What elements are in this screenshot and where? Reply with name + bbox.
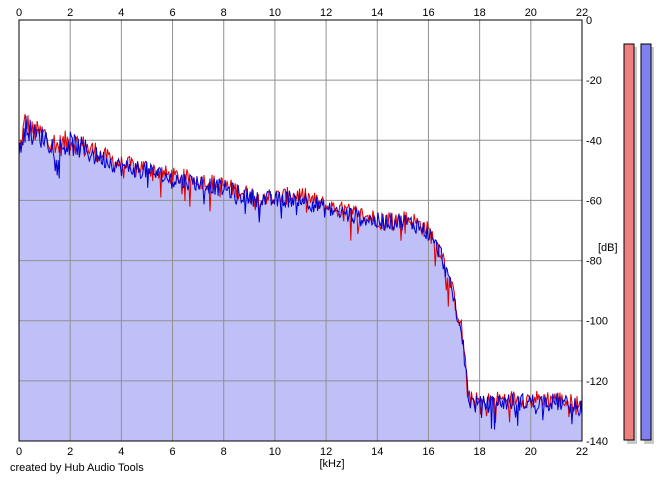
x-tick-label-top: 20 xyxy=(525,7,537,19)
x-tick-label-bottom: 2 xyxy=(67,446,73,458)
x-tick-label-top: 22 xyxy=(576,7,588,19)
x-tick-label-top: 10 xyxy=(269,7,281,19)
x-tick-label-bottom: 8 xyxy=(221,446,227,458)
y-tick-label: -20 xyxy=(586,75,602,87)
x-tick-label-top: 0 xyxy=(16,7,22,19)
x-tick-label-bottom: 4 xyxy=(118,446,124,458)
x-ticks-bottom: 0 2 4 6 8 10 12 14 16 18 20 22 xyxy=(16,446,588,458)
x-tick-label-bottom: 0 xyxy=(16,446,22,458)
spectrum-fill-layer xyxy=(19,114,582,441)
x-tick-label-bottom: 14 xyxy=(371,446,383,458)
x-tick-label-top: 2 xyxy=(67,7,73,19)
x-tick-label-top: 4 xyxy=(118,7,124,19)
y-tick-label: -80 xyxy=(586,256,602,268)
spectrum-fill-area xyxy=(19,114,582,441)
x-tick-label-top: 16 xyxy=(422,7,434,19)
y-tick-label: -40 xyxy=(586,135,602,147)
series-line-blue xyxy=(18,116,583,430)
level-meters xyxy=(623,43,654,444)
meter-left xyxy=(623,43,635,441)
y-axis-label: [dB] xyxy=(598,242,618,254)
x-tick-label-bottom: 6 xyxy=(169,446,175,458)
x-tick-label-top: 14 xyxy=(371,7,383,19)
y-tick-label: -100 xyxy=(586,316,608,328)
x-tick-label-top: 12 xyxy=(320,7,332,19)
plot-frame xyxy=(18,19,583,442)
y-tick-label: -140 xyxy=(586,436,608,448)
x-tick-label-bottom: 22 xyxy=(576,446,588,458)
y-ticks-right: 0 -20 -40 -60 -80 -100 -120 -140 xyxy=(586,15,608,448)
series-layer xyxy=(18,114,583,430)
x-tick-label-bottom: 10 xyxy=(269,446,281,458)
x-tick-label-bottom: 18 xyxy=(474,446,486,458)
y-tick-label: -60 xyxy=(586,195,602,207)
x-ticks-top: 0 2 4 6 8 10 12 14 16 18 20 22 xyxy=(16,7,588,19)
series-line-red xyxy=(18,114,583,423)
y-tick-label: 0 xyxy=(586,15,592,27)
meter-right xyxy=(640,43,652,441)
x-tick-label-bottom: 20 xyxy=(525,446,537,458)
y-tick-label: -120 xyxy=(586,376,608,388)
x-axis-label: [kHz] xyxy=(319,458,344,470)
x-tick-label-top: 6 xyxy=(169,7,175,19)
x-tick-label-bottom: 12 xyxy=(320,446,332,458)
credit-text: created by Hub Audio Tools xyxy=(10,462,144,474)
x-tick-label-top: 8 xyxy=(221,7,227,19)
x-tick-label-bottom: 16 xyxy=(422,446,434,458)
x-tick-label-top: 18 xyxy=(474,7,486,19)
